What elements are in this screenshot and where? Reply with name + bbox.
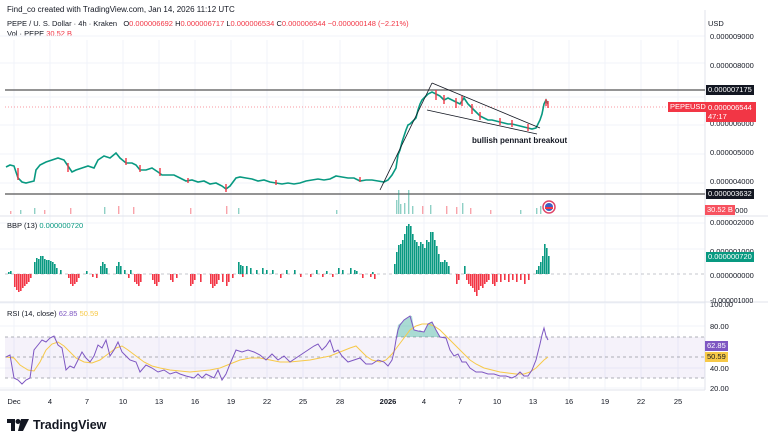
time-tick: 4 xyxy=(47,397,53,406)
rsi-band-background xyxy=(5,337,705,378)
price-tick: 0.000005000 xyxy=(710,148,754,157)
time-tick: 28 xyxy=(335,397,345,406)
candlestick-series xyxy=(5,90,549,192)
rsi-line xyxy=(5,315,549,385)
close-value: 0.000006544 xyxy=(281,19,326,28)
price-tick: 0.000006000 xyxy=(710,119,754,128)
rsi-tick: 20.00 xyxy=(710,384,729,393)
chart-credit: Find_co created with TradingView.com, Ja… xyxy=(7,5,235,14)
bbp-tick: 0.000001000 xyxy=(710,247,754,256)
price-tick: 0.000009000 xyxy=(710,32,754,41)
pennant-annotation[interactable]: bullish pennant breakout xyxy=(472,136,568,145)
rsi-tick: 40.00 xyxy=(710,364,729,373)
volume-badge: 30.52 B xyxy=(705,205,735,215)
time-tick-year: 2026 xyxy=(379,397,397,406)
pennant-trendlines[interactable] xyxy=(379,82,541,191)
price-tick: 0.000008000 xyxy=(710,61,754,70)
rsi-tick: 100.00 xyxy=(710,300,733,309)
horizontal-gridlines xyxy=(0,35,705,389)
bbp-value-badge: 0.000000720 xyxy=(706,252,754,262)
rsi-title[interactable]: RSI (14, close) xyxy=(7,309,57,318)
volume-legend: Vol · PEPE 30.52 B xyxy=(7,29,72,38)
time-tick: 22 xyxy=(262,397,272,406)
bbp-tick: 0.000000000 xyxy=(710,271,754,280)
currency-label[interactable]: USD xyxy=(708,19,724,28)
event-flag-icon[interactable] xyxy=(542,200,556,214)
time-tick: 13 xyxy=(154,397,164,406)
volume-value: 30.52 B xyxy=(46,29,73,38)
volume-label[interactable]: Vol · PEPE xyxy=(7,29,45,38)
symbol-tag: PEPEUSD xyxy=(668,102,708,112)
low-label: L xyxy=(226,19,231,28)
time-tick: 19 xyxy=(600,397,610,406)
low-value: 0.000006534 xyxy=(230,19,275,28)
last-price-value: 0.000006544 xyxy=(708,103,752,112)
symbol-title[interactable]: PEPE / U. S. Dollar · 4h · Kraken xyxy=(7,19,118,28)
tradingview-logo-icon xyxy=(7,419,29,431)
time-tick: 4 xyxy=(421,397,427,406)
volume-bars xyxy=(10,190,542,214)
bbp-title[interactable]: BBP (13) xyxy=(7,221,38,230)
bbp-legend: BBP (13) 0.000000720 xyxy=(7,221,83,230)
support-price-badge: 0.000003632 xyxy=(706,189,754,199)
rsi-ma-line xyxy=(5,323,549,375)
time-tick: 16 xyxy=(190,397,200,406)
time-tick: Dec xyxy=(7,397,21,406)
last-price-badge: 0.000006544 47:17 xyxy=(706,102,756,122)
price-tick-partial: 3000 xyxy=(731,206,748,215)
rsi-ma-value: 50.59 xyxy=(79,309,99,318)
close-label: C xyxy=(276,19,282,28)
brand-name: TradingView xyxy=(33,418,107,432)
rsi-tick: 80.00 xyxy=(710,322,729,331)
open-label: O xyxy=(123,19,130,28)
rsi-ma-badge: 50.59 xyxy=(705,352,728,362)
time-tick: 25 xyxy=(673,397,683,406)
time-tick: 7 xyxy=(84,397,90,406)
change-value: −0.000000148 (−2.21%) xyxy=(327,19,409,28)
high-value: 0.000006717 xyxy=(180,19,225,28)
symbol-legend: PEPE / U. S. Dollar · 4h · Kraken O0.000… xyxy=(7,19,409,28)
time-tick: 25 xyxy=(298,397,308,406)
time-tick: 10 xyxy=(492,397,502,406)
bbp-histogram xyxy=(8,224,550,296)
bbp-tick: -0.000001000 xyxy=(710,298,754,305)
time-tick: 13 xyxy=(528,397,538,406)
high-label: H xyxy=(175,19,181,28)
rsi-band-lines xyxy=(5,336,705,379)
open-value: 0.000006692 xyxy=(129,19,173,28)
time-tick: 16 xyxy=(564,397,574,406)
time-tick: 19 xyxy=(226,397,236,406)
rsi-legend: RSI (14, close) 62.85 50.59 xyxy=(7,309,98,318)
vertical-gridlines xyxy=(13,40,679,390)
rsi-value: 62.85 xyxy=(58,309,78,318)
resistance-price-badge: 0.000007175 xyxy=(706,85,754,95)
time-tick: 10 xyxy=(118,397,128,406)
bbp-value: 0.000000720 xyxy=(39,221,84,230)
bar-countdown: 47:17 xyxy=(708,112,727,121)
time-tick: 22 xyxy=(636,397,646,406)
price-tick: 0.000004000 xyxy=(710,177,754,186)
time-tick: 7 xyxy=(457,397,463,406)
tradingview-logo[interactable]: TradingView xyxy=(7,418,106,432)
rsi-value-badge: 62.85 xyxy=(705,341,728,351)
pane-separators xyxy=(0,10,768,391)
bbp-tick: 0.000002000 xyxy=(710,218,754,227)
rsi-overbought-fill xyxy=(396,316,440,337)
